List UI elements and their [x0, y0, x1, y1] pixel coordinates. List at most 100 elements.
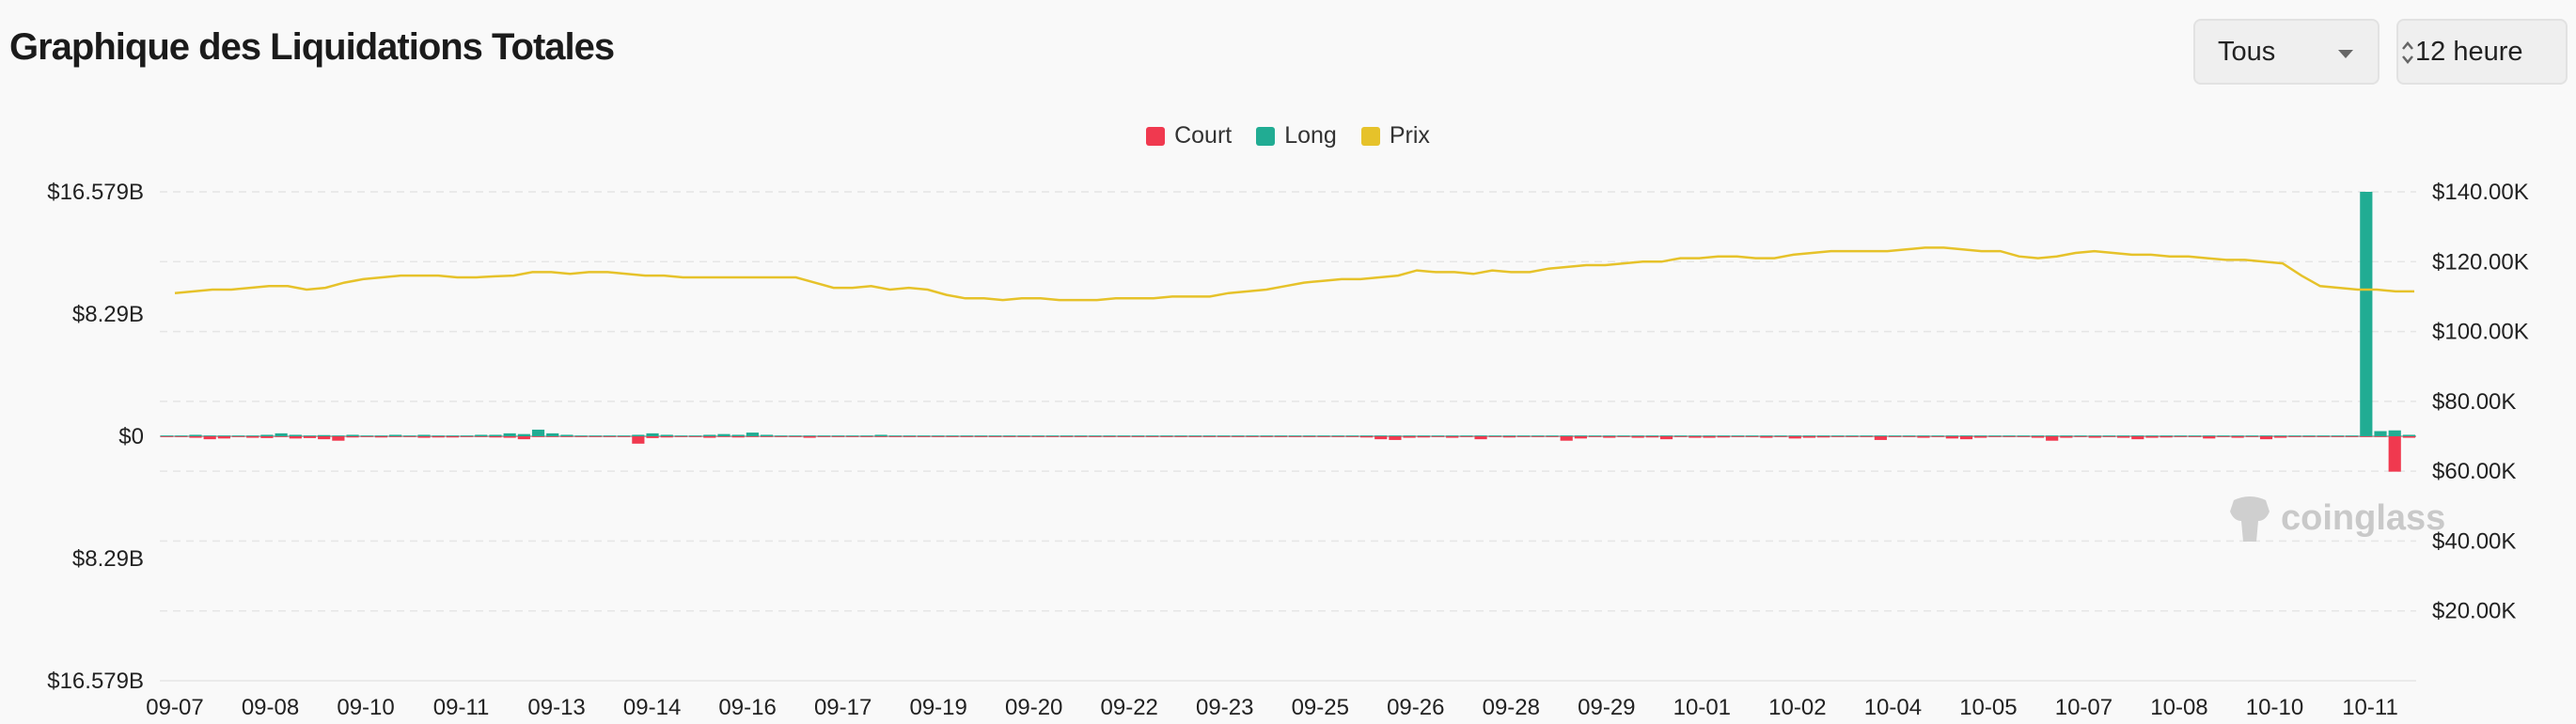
bar-long — [2245, 435, 2258, 437]
bar-court — [1631, 436, 1644, 438]
bar-long — [1659, 435, 1673, 437]
x-tick-label: 09-10 — [337, 695, 394, 720]
bar-court — [589, 436, 602, 437]
bar-court — [1689, 436, 1702, 438]
x-tick-label: 10-05 — [1959, 695, 2017, 720]
bar-court — [318, 436, 331, 440]
bar-long — [618, 435, 631, 437]
bar-court — [1959, 436, 1973, 440]
bar-court — [2060, 436, 2073, 438]
bar-court — [1531, 436, 1545, 437]
bar-long — [874, 434, 887, 436]
bar-long — [803, 435, 816, 437]
bar-court — [489, 436, 502, 438]
bar-long — [446, 435, 459, 437]
bar-long — [1846, 435, 1859, 437]
bar-long — [1174, 435, 1187, 437]
bar-court — [789, 436, 802, 437]
x-tick-label: 09-07 — [146, 695, 203, 720]
bar-court — [1674, 436, 1688, 437]
x-tick-label: 09-14 — [623, 695, 681, 720]
bar-court — [389, 436, 402, 437]
bar-court — [760, 436, 774, 437]
right-tick-label: $120.00K — [2432, 249, 2529, 275]
bar-court — [1474, 436, 1487, 440]
coinglass-logo-icon — [2230, 496, 2270, 542]
legend-item-long[interactable]: Long — [1256, 122, 1337, 150]
bar-long — [1631, 435, 1644, 437]
bar-long — [2274, 435, 2287, 437]
bar-court — [874, 436, 887, 437]
right-tick-label: $140.00K — [2432, 180, 2529, 205]
bar-long — [946, 435, 959, 437]
bar-long — [1588, 435, 1602, 437]
bar-long — [560, 434, 573, 436]
legend-label-court: Court — [1174, 122, 1233, 149]
bar-court — [289, 436, 302, 439]
bar-long — [260, 434, 274, 436]
bar-long — [1502, 435, 1516, 437]
bar-court — [918, 436, 931, 437]
bar-long — [1131, 435, 1145, 437]
bar-court — [346, 436, 359, 438]
bar-court — [1588, 436, 1602, 437]
bar-long — [1460, 435, 1473, 437]
bar-long — [1674, 435, 1688, 437]
bar-court — [446, 436, 459, 438]
bar-long — [1760, 435, 1773, 437]
bar-court — [1645, 436, 1658, 438]
bar-court — [932, 436, 945, 437]
bar-court — [2331, 436, 2345, 437]
bar-long — [2088, 435, 2101, 437]
bar-court — [303, 436, 317, 438]
bar-long — [703, 434, 716, 436]
legend-item-court[interactable]: Court — [1146, 122, 1232, 150]
bar-court — [1303, 436, 1316, 437]
bar-long — [189, 434, 202, 436]
legend-swatch-court — [1146, 126, 1166, 146]
interval-value: 12 heure — [2415, 36, 2523, 67]
bar-court — [560, 436, 573, 437]
bar-long — [903, 435, 917, 437]
bar-court — [775, 436, 788, 437]
bar-court — [246, 436, 259, 438]
bar-long — [2388, 430, 2401, 436]
bar-long — [332, 435, 345, 437]
bar-long — [1188, 435, 1202, 437]
bar-long — [503, 433, 516, 436]
bar-long — [175, 435, 188, 437]
bar-long — [1817, 435, 1830, 437]
bar-court — [2245, 436, 2258, 437]
bar-long — [1403, 435, 1416, 437]
left-tick-label: $8.29B — [72, 302, 144, 327]
bar-court — [1003, 436, 1016, 437]
bar-long — [2346, 435, 2359, 437]
bar-court — [632, 436, 645, 444]
bar-court — [2174, 436, 2187, 437]
bar-court — [703, 436, 716, 438]
bar-court — [1089, 436, 1102, 437]
bar-long — [888, 435, 902, 437]
bar-court — [1988, 436, 2002, 437]
legend-item-prix[interactable]: Prix — [1360, 122, 1430, 150]
bar-long — [731, 434, 745, 436]
bar-court — [1345, 436, 1359, 437]
legend-swatch-prix — [1360, 126, 1380, 146]
bar-long — [1731, 435, 1745, 437]
bar-long — [1774, 435, 1787, 437]
bar-long — [2402, 434, 2415, 436]
liquidation-type-select[interactable]: Tous — [2193, 19, 2380, 85]
bar-court — [1289, 436, 1302, 437]
bar-court — [2131, 436, 2144, 440]
interval-select[interactable]: 12 heure — [2396, 19, 2568, 85]
bar-court — [1903, 436, 1916, 437]
bar-court — [603, 436, 617, 437]
bar-long — [1546, 435, 1559, 437]
bar-long — [1202, 435, 1217, 437]
bar-long — [374, 435, 388, 437]
bar-long — [2259, 435, 2273, 437]
bar-court — [746, 436, 759, 437]
bar-court — [1317, 436, 1330, 437]
legend-label-prix: Prix — [1389, 122, 1430, 149]
